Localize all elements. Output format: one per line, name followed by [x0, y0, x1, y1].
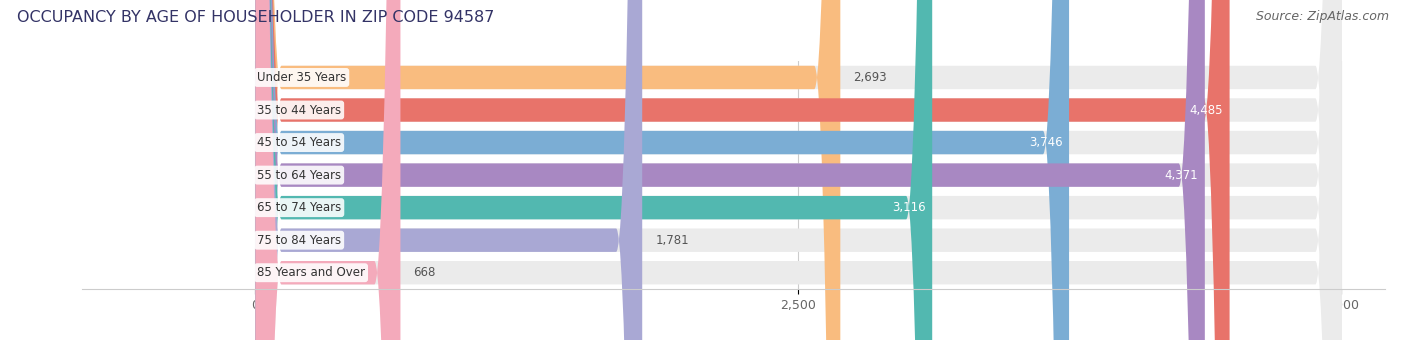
FancyBboxPatch shape: [256, 0, 643, 340]
FancyBboxPatch shape: [256, 0, 1341, 340]
Text: 65 to 74 Years: 65 to 74 Years: [257, 201, 342, 214]
FancyBboxPatch shape: [256, 0, 1341, 340]
FancyBboxPatch shape: [256, 0, 1341, 340]
FancyBboxPatch shape: [256, 0, 1230, 340]
Text: 35 to 44 Years: 35 to 44 Years: [257, 103, 342, 117]
Text: 75 to 84 Years: 75 to 84 Years: [257, 234, 342, 247]
FancyBboxPatch shape: [256, 0, 1341, 340]
FancyBboxPatch shape: [256, 0, 1341, 340]
Text: 3,116: 3,116: [891, 201, 925, 214]
Text: 4,485: 4,485: [1189, 103, 1223, 117]
Text: Under 35 Years: Under 35 Years: [257, 71, 346, 84]
FancyBboxPatch shape: [256, 0, 1205, 340]
Text: 1,781: 1,781: [655, 234, 689, 247]
Text: OCCUPANCY BY AGE OF HOUSEHOLDER IN ZIP CODE 94587: OCCUPANCY BY AGE OF HOUSEHOLDER IN ZIP C…: [17, 10, 495, 25]
FancyBboxPatch shape: [256, 0, 1341, 340]
FancyBboxPatch shape: [256, 0, 1069, 340]
Text: 45 to 54 Years: 45 to 54 Years: [257, 136, 342, 149]
Text: Source: ZipAtlas.com: Source: ZipAtlas.com: [1256, 10, 1389, 23]
Text: 2,693: 2,693: [853, 71, 887, 84]
FancyBboxPatch shape: [256, 0, 932, 340]
Text: 4,371: 4,371: [1164, 169, 1198, 182]
FancyBboxPatch shape: [256, 0, 401, 340]
Text: 85 Years and Over: 85 Years and Over: [257, 266, 366, 279]
FancyBboxPatch shape: [256, 0, 841, 340]
Text: 3,746: 3,746: [1029, 136, 1063, 149]
Text: 55 to 64 Years: 55 to 64 Years: [257, 169, 342, 182]
Text: 668: 668: [413, 266, 436, 279]
FancyBboxPatch shape: [256, 0, 1341, 340]
